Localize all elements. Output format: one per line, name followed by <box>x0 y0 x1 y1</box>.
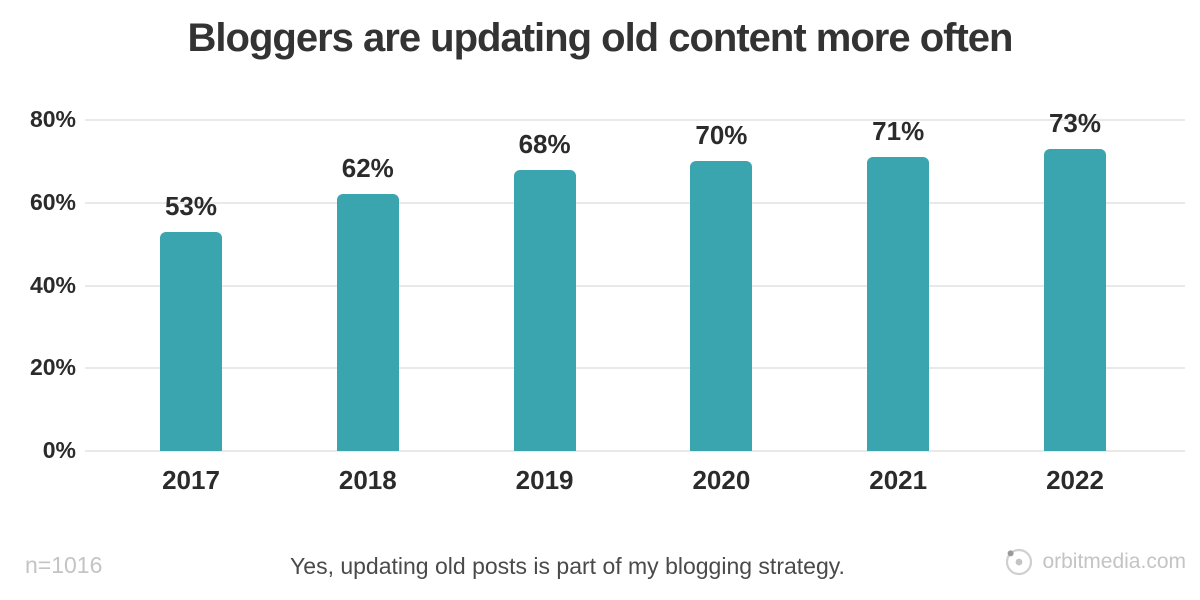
x-axis-tick-label: 2017 <box>162 465 220 495</box>
y-axis-tick-label: 60% <box>29 188 76 215</box>
bar-2022 <box>1044 148 1106 451</box>
logo-orbit-dot <box>1008 550 1015 557</box>
y-axis-tick-label: 20% <box>29 354 76 381</box>
bar-2021 <box>867 157 930 451</box>
y-axis-tick-label: 40% <box>29 271 76 298</box>
bar-value-label: 53% <box>164 190 218 221</box>
y-axis-tick-label: 80% <box>29 106 76 132</box>
x-axis-tick-label: 2018 <box>338 465 397 495</box>
bar-2018 <box>336 194 399 451</box>
survey-question-note: Yes, updating old posts is part of my bl… <box>290 553 845 579</box>
gridline-80 <box>85 119 1185 121</box>
bar-value-label: 68% <box>518 128 571 159</box>
orbit-logo-icon <box>1003 546 1035 578</box>
chart-title: Bloggers are updating old content more o… <box>187 16 1014 60</box>
logo-center-dot <box>1016 558 1023 566</box>
gridline-20 <box>85 367 1185 370</box>
bar-value-label: 70% <box>695 120 748 151</box>
x-axis-tick-label: 2019 <box>515 465 574 495</box>
y-axis-tick-label: 0% <box>42 437 76 463</box>
bar-value-label: 62% <box>341 153 394 184</box>
bar-value-label: 73% <box>1048 107 1102 138</box>
x-axis-tick-label: 2020 <box>692 465 751 495</box>
x-axis-tick-label: 2021 <box>869 465 928 495</box>
brand-url: orbitmedia.com <box>1042 550 1186 573</box>
gridline-40 <box>85 284 1185 287</box>
bar-2019 <box>513 169 576 451</box>
bar-2020 <box>690 161 753 451</box>
logo-ring <box>1006 548 1033 576</box>
gridline-60 <box>85 201 1185 204</box>
bar-2017 <box>160 231 222 451</box>
gridline-0 <box>85 450 1185 452</box>
bar-value-label: 71% <box>872 116 925 147</box>
x-axis-tick-label: 2022 <box>1046 465 1104 495</box>
sample-size-label: n=1016 <box>25 552 103 578</box>
brand-attribution: orbitmedia.com <box>1003 546 1186 578</box>
